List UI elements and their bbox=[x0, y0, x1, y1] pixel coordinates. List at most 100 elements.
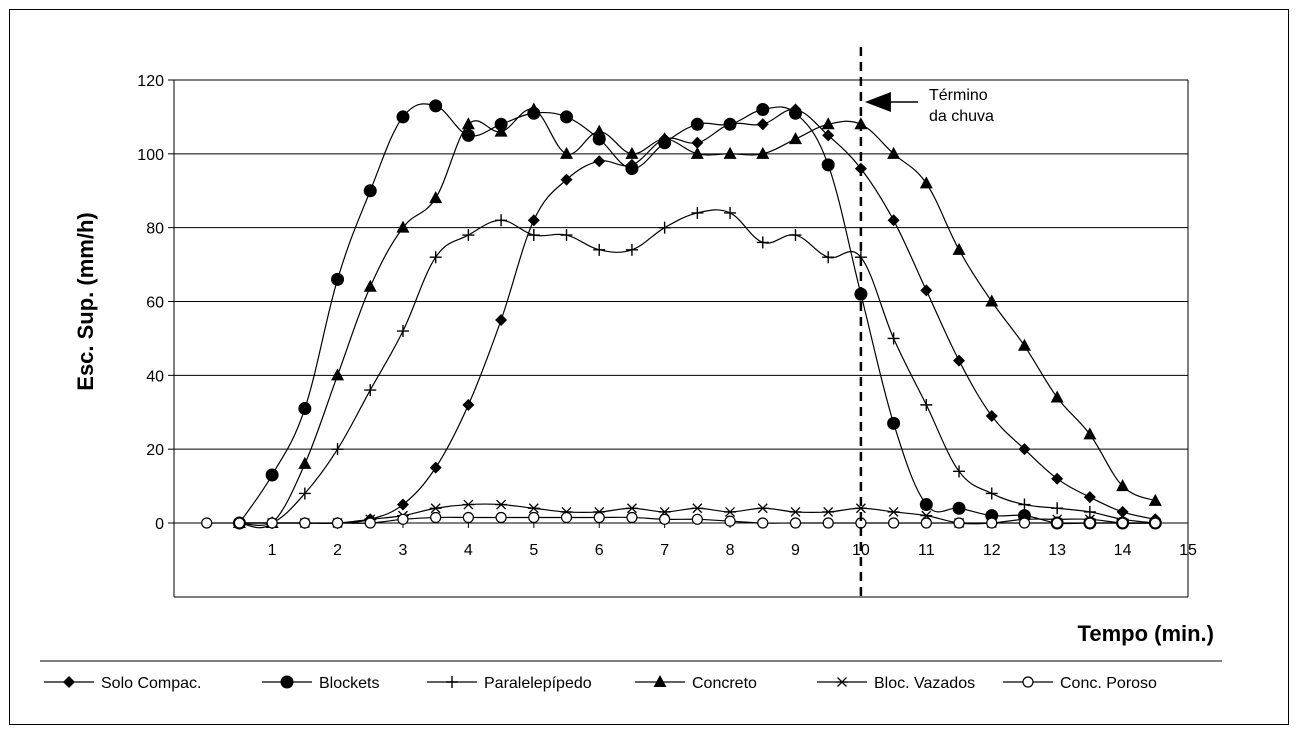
series-line bbox=[239, 209, 1156, 526]
y-tick-label: 40 bbox=[146, 368, 164, 385]
data-point bbox=[887, 506, 900, 517]
data-point bbox=[495, 214, 508, 227]
data-point bbox=[822, 517, 834, 529]
data-point bbox=[560, 173, 573, 186]
data-point bbox=[789, 506, 802, 517]
data-point bbox=[429, 503, 442, 514]
series-line bbox=[239, 108, 1156, 529]
legend-item-concreto: Concreto bbox=[635, 675, 757, 692]
legend-item-conc-poroso: Conc. Poroso bbox=[1003, 675, 1157, 692]
x-tick-label: 13 bbox=[1048, 542, 1066, 559]
data-point bbox=[789, 229, 802, 242]
data-point bbox=[854, 503, 867, 514]
data-point bbox=[364, 517, 376, 529]
data-point bbox=[462, 229, 475, 242]
data-point bbox=[299, 517, 311, 529]
legend-item-blockets: Blockets bbox=[262, 675, 379, 692]
data-point bbox=[757, 517, 769, 529]
legend-marker bbox=[446, 676, 458, 688]
x-tick-label: 12 bbox=[983, 542, 1001, 559]
data-point bbox=[723, 146, 737, 159]
data-point bbox=[756, 236, 769, 249]
legend-item-paralelep-pedo: Paralelepípedo bbox=[427, 675, 592, 692]
data-point bbox=[789, 517, 802, 529]
data-point bbox=[593, 243, 606, 256]
series-blockets bbox=[232, 99, 1162, 530]
data-point bbox=[1051, 517, 1063, 529]
data-point bbox=[756, 103, 770, 117]
data-point bbox=[1149, 517, 1161, 529]
data-point bbox=[396, 498, 409, 511]
data-point bbox=[1017, 338, 1031, 351]
series-layer bbox=[201, 99, 1162, 530]
y-tick-label: 0 bbox=[155, 516, 164, 533]
series-solo-compac- bbox=[233, 103, 1162, 529]
data-point bbox=[266, 517, 278, 529]
data-point bbox=[691, 503, 704, 514]
data-point bbox=[396, 325, 409, 338]
data-point bbox=[495, 499, 508, 510]
x-tick-label: 8 bbox=[726, 542, 735, 559]
data-point bbox=[363, 279, 377, 292]
grid-layer bbox=[174, 79, 1188, 524]
legend-label: Bloc. Vazados bbox=[874, 675, 975, 692]
data-point bbox=[265, 468, 279, 482]
data-point bbox=[691, 206, 704, 219]
data-point bbox=[494, 117, 508, 131]
data-point bbox=[756, 118, 769, 131]
data-point bbox=[659, 513, 671, 525]
x-tick-label: 4 bbox=[464, 542, 473, 559]
data-point bbox=[724, 515, 736, 527]
data-point bbox=[690, 117, 704, 131]
data-point bbox=[821, 158, 835, 172]
data-point bbox=[953, 465, 966, 478]
data-point bbox=[986, 517, 998, 529]
data-point bbox=[919, 176, 933, 189]
data-point bbox=[560, 146, 574, 159]
x-tick-label: 15 bbox=[1179, 542, 1197, 559]
data-point bbox=[429, 251, 442, 264]
legend-label: Blockets bbox=[319, 675, 379, 692]
data-point bbox=[1050, 390, 1064, 403]
data-point bbox=[429, 99, 443, 113]
x-tick-label: 14 bbox=[1114, 542, 1132, 559]
series-concreto bbox=[232, 102, 1162, 529]
data-point bbox=[592, 124, 606, 137]
data-point bbox=[888, 517, 900, 529]
series-line bbox=[239, 108, 1156, 524]
data-point bbox=[952, 501, 966, 515]
data-point bbox=[528, 511, 540, 524]
y-tick-label: 120 bbox=[137, 73, 164, 90]
annotation-arrow-head bbox=[864, 92, 891, 112]
data-point bbox=[953, 517, 965, 529]
data-point bbox=[331, 272, 345, 286]
data-point bbox=[985, 409, 998, 422]
data-point bbox=[298, 402, 312, 416]
legend-item-bloc-vazados: Bloc. Vazados bbox=[817, 675, 975, 692]
data-point bbox=[396, 220, 410, 233]
data-point bbox=[1084, 517, 1096, 529]
data-point bbox=[298, 487, 311, 500]
data-point bbox=[527, 229, 540, 242]
data-point bbox=[461, 128, 475, 142]
data-point bbox=[658, 221, 671, 234]
data-point bbox=[887, 146, 901, 159]
data-point bbox=[887, 416, 901, 430]
data-point bbox=[756, 503, 769, 514]
x-tick-label: 2 bbox=[333, 542, 342, 559]
data-point bbox=[625, 146, 639, 159]
data-point bbox=[1083, 491, 1096, 504]
data-point bbox=[920, 284, 933, 297]
data-point bbox=[691, 136, 704, 149]
axes-layer: 020406080100120123456789101112131415 bbox=[137, 73, 1197, 598]
data-point bbox=[920, 517, 932, 529]
data-point bbox=[593, 155, 606, 168]
y-axis-title: Esc. Sup. (mm/h) bbox=[73, 212, 98, 390]
x-tick-label: 11 bbox=[918, 542, 935, 559]
data-point bbox=[462, 499, 475, 510]
data-point bbox=[560, 229, 573, 242]
data-point bbox=[920, 398, 933, 411]
y-tick-label: 60 bbox=[146, 295, 164, 312]
data-point bbox=[1018, 517, 1031, 529]
